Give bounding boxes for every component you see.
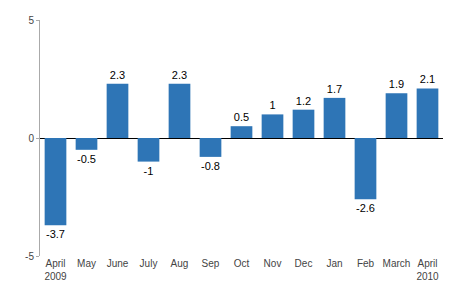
svg-text:Aug: Aug bbox=[171, 258, 189, 269]
svg-text:Jan: Jan bbox=[326, 258, 342, 269]
svg-text:March: March bbox=[383, 258, 411, 269]
svg-text:-5: -5 bbox=[25, 251, 34, 262]
svg-text:Oct: Oct bbox=[234, 258, 250, 269]
svg-text:Nov: Nov bbox=[264, 258, 282, 269]
svg-text:1.9: 1.9 bbox=[389, 78, 404, 90]
svg-text:0.5: 0.5 bbox=[234, 111, 249, 123]
svg-text:Sep: Sep bbox=[202, 258, 220, 269]
svg-text:2.3: 2.3 bbox=[110, 69, 125, 81]
svg-text:-0.8: -0.8 bbox=[201, 160, 220, 172]
svg-text:2.1: 2.1 bbox=[420, 73, 435, 85]
svg-text:5: 5 bbox=[28, 15, 34, 26]
svg-text:July: July bbox=[140, 258, 158, 269]
svg-text:-0.5: -0.5 bbox=[77, 153, 96, 165]
svg-text:-3.7: -3.7 bbox=[46, 228, 65, 240]
svg-text:1.7: 1.7 bbox=[327, 83, 342, 95]
svg-text:-1: -1 bbox=[144, 165, 154, 177]
svg-text:June: June bbox=[107, 258, 129, 269]
svg-text:1.2: 1.2 bbox=[296, 95, 311, 107]
svg-text:Feb: Feb bbox=[357, 258, 375, 269]
svg-text:-2.6: -2.6 bbox=[356, 202, 375, 214]
svg-text:1: 1 bbox=[269, 99, 275, 111]
svg-text:2.3: 2.3 bbox=[172, 69, 187, 81]
svg-text:Dec: Dec bbox=[295, 258, 313, 269]
svg-text:May: May bbox=[77, 258, 96, 269]
svg-text:April2010: April2010 bbox=[416, 258, 439, 282]
svg-text:0: 0 bbox=[28, 133, 34, 144]
svg-text:April2009: April2009 bbox=[44, 258, 67, 282]
